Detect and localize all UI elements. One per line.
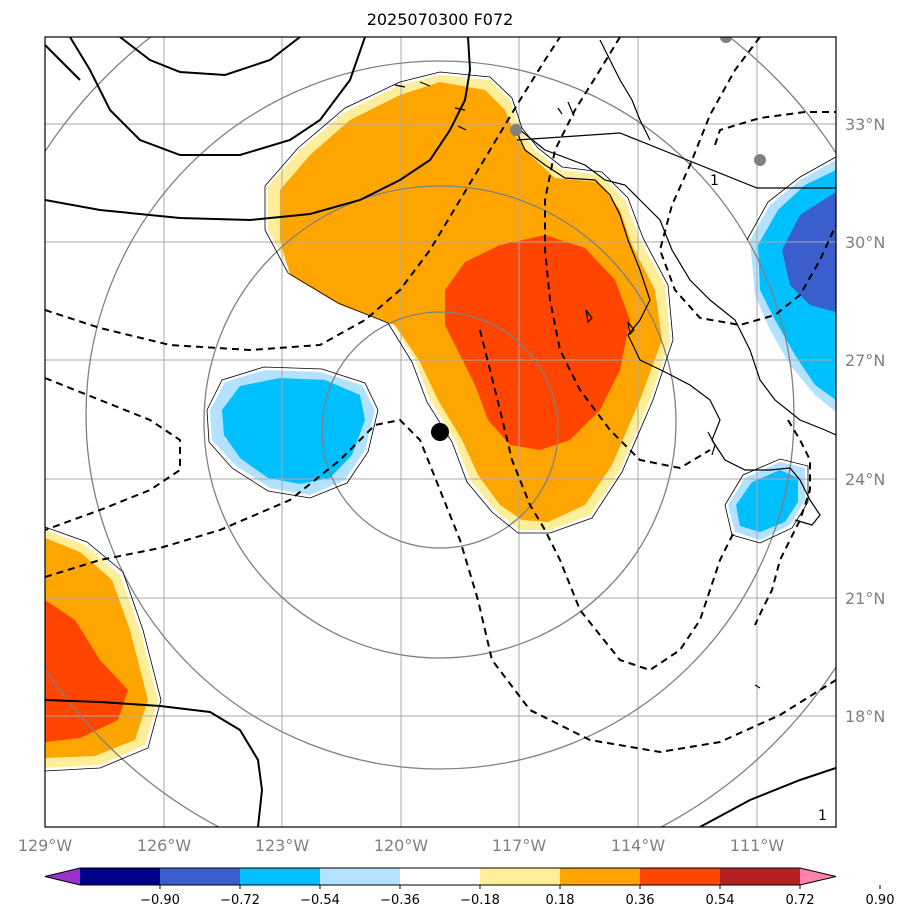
negative-anomaly-east [750, 160, 836, 412]
colorbar-extend-high [800, 868, 836, 885]
lon-label: 117°W [492, 836, 547, 855]
lon-label: 126°W [137, 836, 192, 855]
lat-label: 24°N [845, 470, 885, 489]
colorbar: −0.90 −0.72 −0.54 −0.36 −0.18 0.18 0.36 0.54 0.7… [44, 867, 895, 908]
graticule [45, 37, 836, 827]
colorbar-tick-label: 0.18 [546, 893, 575, 908]
lon-label: 123°W [255, 836, 310, 855]
lon-label: 120°W [374, 836, 429, 855]
colorbar-segment [400, 868, 481, 885]
colorbar-tick-label: 0.90 [866, 893, 895, 908]
colorbar-segment [240, 868, 321, 885]
negative-anomaly-center [210, 370, 375, 495]
map-plot-area: 1 1 [45, 37, 836, 827]
city-marker [510, 124, 522, 136]
colorbar-extend-low [45, 868, 80, 885]
colorbar-tick-label: −0.54 [300, 893, 340, 908]
anomaly-outlines [45, 71, 836, 772]
colorbar-tick-label: 0.36 [626, 893, 655, 908]
colorbar-segment [480, 868, 561, 885]
dashed-contours [45, 37, 836, 754]
colorbar-tick-label: −0.72 [220, 893, 260, 908]
lat-label: 21°N [845, 589, 885, 608]
positive-anomaly-southwest [45, 530, 158, 768]
colorbar-segment [320, 868, 401, 885]
colorbar-segment [640, 868, 721, 885]
lat-label: 18°N [845, 707, 885, 726]
map-title: 2025070300 F072 [366, 10, 514, 29]
coastline [394, 39, 836, 689]
city-marker [720, 37, 732, 43]
positive-anomaly-baja [268, 75, 670, 530]
storm-center-marker [431, 423, 449, 441]
lon-label: 129°W [18, 836, 73, 855]
colorbar-segment [720, 868, 801, 885]
lat-label: 27°N [845, 351, 885, 370]
longitude-labels: 129°W 126°W 123°W 120°W 117°W 114°W 111°… [18, 836, 785, 855]
colorbar-tick-label: 0.72 [786, 893, 815, 908]
political-borders [516, 132, 836, 189]
lon-label: 114°W [611, 836, 666, 855]
contour-label: 1 [818, 808, 827, 824]
map-frame [44, 36, 837, 828]
colorbar-segment [160, 868, 241, 885]
colorbar-tick-label: −0.36 [380, 893, 420, 908]
solid-contours [45, 37, 836, 827]
colorbar-tick-label: 0.54 [706, 893, 735, 908]
colorbar-tick-label: −0.18 [460, 893, 500, 908]
colorbar-segment [560, 868, 641, 885]
colorbar-segment [80, 868, 161, 885]
colorbar-outline [44, 867, 837, 886]
lat-label: 33°N [845, 115, 885, 134]
negative-anomaly-southeast [728, 462, 805, 540]
contour-label: 1 [710, 173, 719, 189]
lon-label: 111°W [730, 836, 785, 855]
city-marker [754, 154, 766, 166]
colorbar-tick-label: −0.90 [140, 893, 180, 908]
latitude-labels: 33°N 30°N 27°N 24°N 21°N 18°N [845, 115, 885, 726]
lat-label: 30°N [845, 233, 885, 252]
